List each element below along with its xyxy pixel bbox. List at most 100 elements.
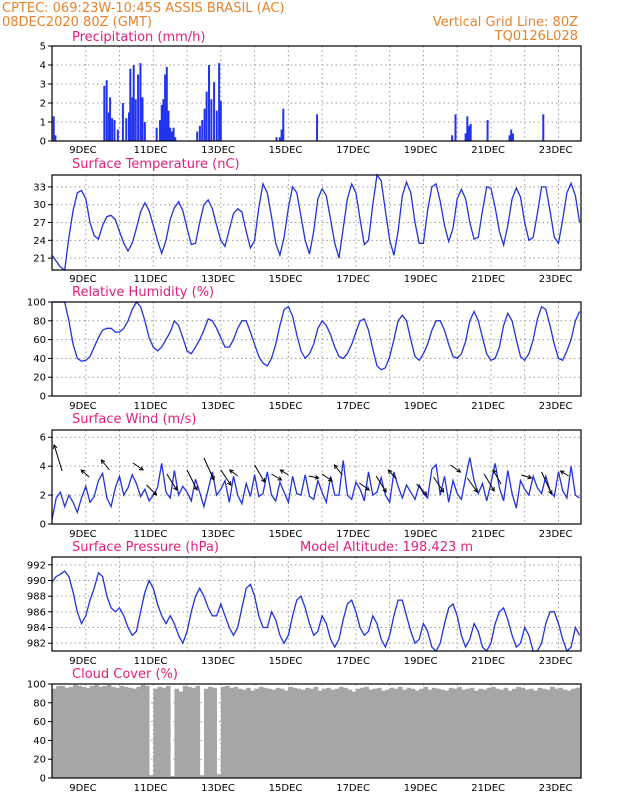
wind-arrowhead [227,480,232,486]
wind-arrow [271,473,282,481]
precip-bar [105,80,108,141]
cloud-cover-column [250,690,255,778]
cloud-ytick-label: 40 [33,736,46,747]
cloud-cover-column [448,687,454,778]
precip-bar [103,85,106,141]
wind-arrowhead [314,475,320,480]
precip-bar [198,125,201,141]
wind-arrowhead [260,477,266,483]
cloud-cover-column [317,690,323,778]
pressure-ytick-label: 982 [27,639,46,650]
cloud-cover-column [528,688,534,778]
cloud-xtick-label: 23DEC [539,783,573,794]
pressure-frame [51,556,582,652]
wind-arrowhead [152,491,158,496]
precip-xtick-label: 15DEC [269,145,303,156]
cloud-cover-column [225,685,230,778]
cloud-cover-column [106,684,112,778]
cloud-cover-column [385,689,391,778]
cloud-cover-column [372,688,378,778]
temperature-ytick-label: 24 [33,236,46,247]
cloud-cover-column [402,689,407,778]
pressure-xtick-label: 17DEC [336,656,370,667]
cloud-cover-column [144,685,150,778]
cloud-cover-column [355,688,361,778]
precip-ytick-label: 3 [40,80,46,91]
cloud-cover-column [423,686,429,778]
precip-bar [278,137,281,141]
precip-bar [466,116,469,141]
precip-bar [121,103,124,141]
wind-arrowhead [210,475,215,481]
cloud-cover-column [305,687,310,778]
cloud-cover-column [81,686,87,778]
cloud-cover-column [140,684,146,778]
wind-arrow [560,470,569,477]
cloud-cover-column [64,687,70,778]
wind-arrow [280,469,289,476]
wind-arrow [388,469,397,480]
temperature-xtick-label: 19DEC [404,274,438,285]
wind-arrow [220,469,232,486]
cloud-cover-column [241,689,247,778]
cloud-cover-column [161,687,167,778]
precip-xtick-label: 21DEC [471,145,505,156]
cloud-cover-column [60,685,66,778]
cloud-cover-column [220,686,226,778]
precip-bar [464,133,467,141]
cloud-cover-column [520,687,526,778]
cloud-cover-column [427,689,433,778]
cloud-cover-column [182,685,188,778]
wind-arrowhead [456,468,462,473]
wind-arrowhead [100,459,106,465]
humidity-series-line [52,300,581,371]
cloud-cover-column [165,685,171,778]
precip-bar [125,118,128,141]
precip-bar [213,82,216,141]
cloud-cover-column [419,688,424,778]
precip-bar [215,110,218,141]
wind-arrow [80,469,90,478]
cloud-cover-column [571,688,576,778]
wind-arrow [53,444,63,472]
wind-arrowhead [173,485,178,491]
wind-arrow [466,477,478,493]
cloud-cover-column [301,689,306,778]
cloud-cover-column [503,687,509,778]
precip-bar [141,97,144,141]
temperature-xtick-label: 9DEC [69,274,96,285]
wind-arrow [308,475,319,479]
wind-arrowhead [382,487,387,493]
cloud-cover-column [478,688,483,778]
wind-arrowhead [490,486,495,492]
cloud-cover-column [554,688,559,778]
wind-arrow [541,471,553,495]
precip-bar [131,97,134,141]
cloud-cover-column [263,687,268,778]
pressure-xtick-label: 23DEC [539,656,573,667]
precip-bar [160,104,163,141]
wind-arrow [483,473,495,492]
precip-xtick-label: 17DEC [336,145,370,156]
cloud-ytick-label: 20 [33,755,46,766]
wind-arrow [166,473,178,491]
cloud-cover-column [246,687,251,778]
wind-title: Surface Wind (m/s) [72,412,196,427]
header-station: CPTEC: 069:23W-10:45S ASSIS BRASIL (AC) [2,1,285,16]
model-altitude: Model Altitude: 198.423 m [300,540,473,555]
precip-title: Precipitation (mm/h) [72,30,205,45]
precip-bar [134,99,137,141]
pressure-series-line [51,570,581,653]
precip-bar [137,74,140,141]
wind-arrowhead [277,476,283,481]
cloud-cover-column [199,775,205,778]
wind-arrowhead [473,487,478,493]
wind-arrowhead [52,444,58,450]
wind-xtick-label: 17DEC [336,529,370,540]
cloud-cover-column [339,686,344,778]
temperature-xtick-label: 21DEC [471,274,505,285]
cloud-cover-column [170,776,175,778]
cloud-cover-column [469,687,475,778]
cloud-cover-column [566,690,572,778]
